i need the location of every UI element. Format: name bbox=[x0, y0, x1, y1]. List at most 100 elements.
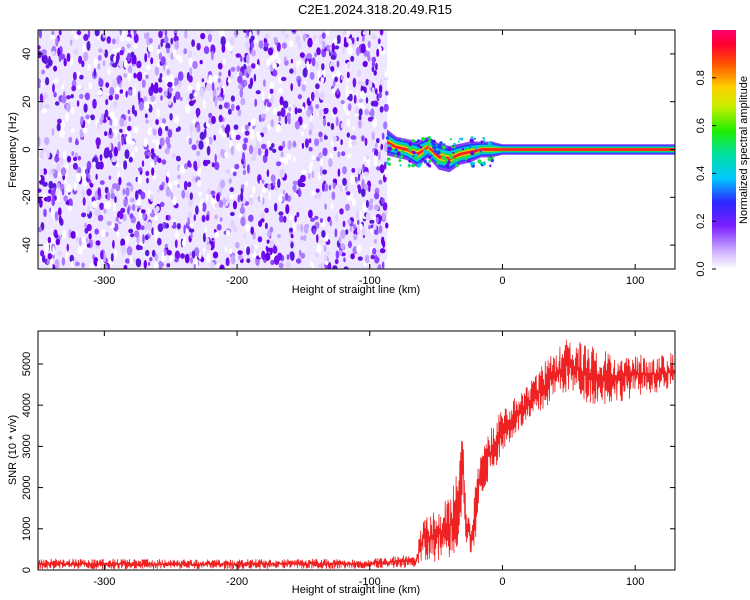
noise-blob bbox=[237, 194, 241, 203]
noise-blob bbox=[39, 169, 44, 175]
noise-blob bbox=[357, 184, 361, 190]
noise-blob bbox=[88, 82, 93, 90]
noise-blob bbox=[310, 161, 314, 167]
noise-blob bbox=[295, 258, 302, 264]
noise-blob bbox=[211, 82, 215, 91]
noise-blob bbox=[260, 218, 265, 223]
noise-blob bbox=[157, 127, 163, 137]
noise-blob bbox=[140, 209, 146, 214]
noise-blob bbox=[161, 159, 167, 165]
noise-blob bbox=[310, 91, 315, 102]
noise-blob bbox=[61, 188, 65, 196]
noise-blob bbox=[146, 36, 150, 46]
noise-blob bbox=[42, 168, 48, 175]
noise-blob bbox=[38, 227, 42, 233]
noise-blob bbox=[310, 217, 315, 222]
noise-blob bbox=[120, 245, 127, 255]
signal-speckle bbox=[445, 163, 450, 168]
noise-blob bbox=[189, 223, 194, 228]
noise-blob bbox=[357, 119, 363, 129]
signal-speckle bbox=[464, 157, 468, 161]
noise-blob bbox=[126, 182, 132, 187]
noise-blob bbox=[367, 116, 373, 122]
noise-blob bbox=[66, 95, 71, 100]
signal-speckle bbox=[436, 150, 441, 155]
noise-blob bbox=[243, 79, 248, 87]
noise-blob bbox=[66, 243, 70, 252]
noise-blob bbox=[287, 140, 292, 150]
noise-blob bbox=[179, 165, 185, 173]
noise-blob bbox=[157, 157, 162, 164]
noise-blob bbox=[165, 42, 171, 50]
noise-blob bbox=[340, 229, 346, 239]
signal-speckle bbox=[386, 157, 391, 161]
noise-blob bbox=[269, 247, 273, 255]
noise-blob bbox=[278, 262, 284, 269]
noise-blob bbox=[368, 185, 371, 193]
noise-blob bbox=[236, 65, 240, 73]
signal-speckle bbox=[419, 145, 423, 149]
noise-blob bbox=[154, 82, 159, 91]
noise-blob bbox=[250, 244, 255, 255]
noise-blob bbox=[375, 62, 378, 71]
noise-blob bbox=[290, 241, 294, 249]
noise-blob bbox=[138, 101, 144, 111]
noise-blob bbox=[301, 84, 307, 92]
noise-blob bbox=[272, 107, 278, 115]
noise-blob bbox=[199, 202, 203, 212]
noise-blob bbox=[365, 212, 371, 221]
noise-blob bbox=[110, 192, 115, 200]
noise-blob bbox=[372, 118, 378, 128]
noise-blob bbox=[73, 33, 79, 40]
signal-speckle bbox=[404, 152, 408, 156]
noise-blob bbox=[365, 97, 369, 104]
noise-blob bbox=[324, 253, 328, 263]
noise-blob bbox=[38, 175, 42, 181]
noise-blob bbox=[159, 201, 165, 208]
noise-blob bbox=[332, 80, 336, 87]
noise-blob bbox=[151, 209, 155, 215]
noise-blob bbox=[342, 220, 346, 228]
noise-blob bbox=[308, 146, 313, 152]
noise-blob bbox=[70, 127, 75, 133]
noise-blob bbox=[102, 50, 105, 55]
noise-blob bbox=[271, 143, 275, 148]
signal-speckle bbox=[460, 137, 464, 141]
noise-blob bbox=[293, 155, 296, 163]
noise-blob bbox=[167, 81, 173, 88]
noise-blob bbox=[373, 229, 379, 235]
noise-blob bbox=[314, 90, 320, 99]
noise-blob bbox=[296, 223, 302, 231]
noise-blob bbox=[150, 193, 154, 202]
noise-blob bbox=[314, 138, 320, 147]
noise-blob bbox=[205, 214, 210, 221]
noise-blob bbox=[220, 36, 226, 47]
noise-blob bbox=[231, 103, 235, 112]
noise-blob bbox=[280, 76, 287, 82]
noise-blob bbox=[165, 187, 171, 197]
noise-blob bbox=[95, 137, 101, 147]
noise-blob bbox=[370, 227, 374, 234]
noise-blob bbox=[277, 57, 281, 66]
noise-blob bbox=[376, 48, 380, 57]
noise-blob bbox=[144, 32, 148, 40]
noise-blob bbox=[244, 130, 250, 136]
noise-blob bbox=[314, 52, 318, 58]
noise-blob bbox=[266, 102, 272, 108]
noise-region bbox=[38, 30, 389, 269]
noise-blob bbox=[90, 114, 95, 121]
noise-blob bbox=[57, 118, 62, 124]
noise-blob bbox=[137, 91, 141, 102]
noise-blob bbox=[364, 254, 370, 264]
noise-blob bbox=[70, 94, 74, 99]
noise-blob bbox=[374, 192, 380, 200]
noise-blob bbox=[67, 205, 73, 211]
noise-blob bbox=[265, 252, 271, 261]
signal-speckle bbox=[385, 161, 389, 165]
noise-blob bbox=[148, 37, 153, 44]
noise-blob bbox=[237, 254, 243, 260]
noise-blob bbox=[57, 207, 62, 216]
noise-blob bbox=[374, 254, 378, 264]
noise-blob bbox=[257, 147, 262, 156]
noise-blob bbox=[175, 231, 180, 240]
